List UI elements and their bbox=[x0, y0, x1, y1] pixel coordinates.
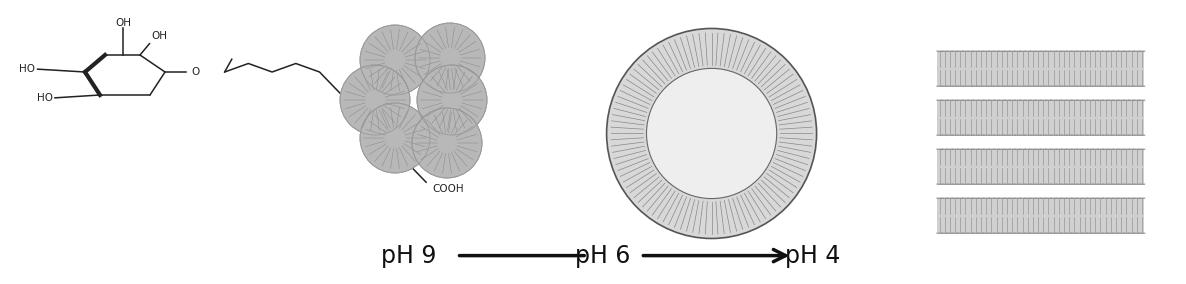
Text: pH 9: pH 9 bbox=[382, 244, 436, 268]
Bar bbox=[937, 100, 1144, 135]
Text: HO: HO bbox=[19, 64, 36, 74]
Bar bbox=[937, 198, 1144, 233]
Text: HO: HO bbox=[37, 93, 52, 103]
Bar bbox=[937, 51, 1144, 86]
Text: pH 6: pH 6 bbox=[575, 244, 630, 268]
Ellipse shape bbox=[646, 68, 777, 199]
Text: O: O bbox=[191, 67, 199, 77]
Text: OH: OH bbox=[152, 31, 168, 41]
Ellipse shape bbox=[415, 23, 485, 93]
Ellipse shape bbox=[340, 65, 410, 135]
Ellipse shape bbox=[361, 25, 431, 95]
Ellipse shape bbox=[417, 65, 487, 135]
Text: pH 4: pH 4 bbox=[785, 244, 840, 268]
Ellipse shape bbox=[361, 103, 431, 173]
Ellipse shape bbox=[412, 108, 482, 178]
Ellipse shape bbox=[606, 28, 817, 239]
Text: COOH: COOH bbox=[432, 184, 464, 194]
Bar bbox=[937, 149, 1144, 184]
Text: OH: OH bbox=[115, 18, 130, 28]
